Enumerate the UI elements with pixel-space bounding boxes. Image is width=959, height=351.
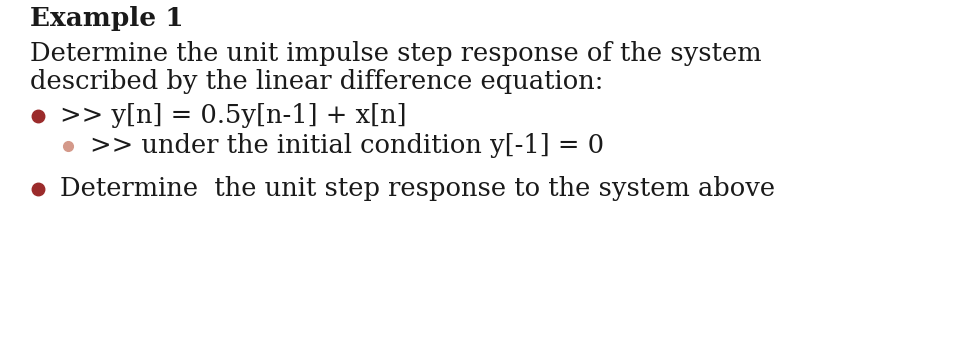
Text: >> y[n] = 0.5y[n-1] + x[n]: >> y[n] = 0.5y[n-1] + x[n] <box>60 103 407 128</box>
Text: described by the linear difference equation:: described by the linear difference equat… <box>30 69 603 94</box>
Text: Determine  the unit step response to the system above: Determine the unit step response to the … <box>60 176 775 201</box>
Text: >> under the initial condition y[-1] = 0: >> under the initial condition y[-1] = 0 <box>90 133 604 158</box>
Text: Example 1: Example 1 <box>30 6 183 31</box>
Text: Determine the unit impulse step response of the system: Determine the unit impulse step response… <box>30 41 761 66</box>
